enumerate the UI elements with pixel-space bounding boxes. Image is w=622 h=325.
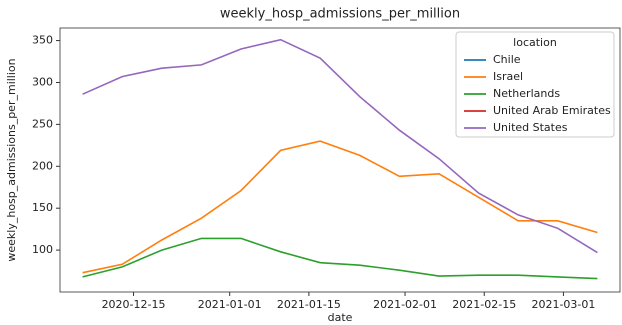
legend-label: Netherlands — [493, 87, 560, 100]
y-tick-label: 150 — [32, 201, 53, 214]
legend-box — [455, 31, 615, 138]
x-tick-label: 2021-02-15 — [452, 298, 516, 311]
y-tick-label: 300 — [32, 75, 53, 88]
series-line — [82, 140, 598, 274]
chart-title: weekly_hosp_admissions_per_million — [220, 7, 460, 22]
series-line — [82, 237, 598, 280]
x-tick-label: 2021-02-01 — [373, 298, 437, 311]
legend-label: Chile — [493, 53, 521, 66]
y-tick-label: 350 — [32, 34, 53, 47]
x-tick-label: 2021-01-15 — [277, 298, 341, 311]
legend-label: United States — [493, 121, 568, 134]
y-axis-label: weekly_hosp_admissions_per_million — [5, 58, 18, 261]
legend-label: Israel — [493, 70, 523, 83]
series-line — [82, 38, 598, 254]
y-tick-label: 200 — [32, 159, 53, 172]
plot-frame — [59, 27, 621, 293]
legend-title: location — [513, 36, 557, 49]
x-tick-label: 2021-03-01 — [531, 298, 595, 311]
y-tick-label: 100 — [32, 243, 53, 256]
y-tick-label: 250 — [32, 117, 53, 130]
x-tick-label: 2021-01-01 — [198, 298, 262, 311]
x-axis-label: date — [328, 311, 353, 324]
x-tick-label: 2020-12-15 — [102, 298, 166, 311]
legend-label: United Arab Emirates — [493, 104, 611, 117]
